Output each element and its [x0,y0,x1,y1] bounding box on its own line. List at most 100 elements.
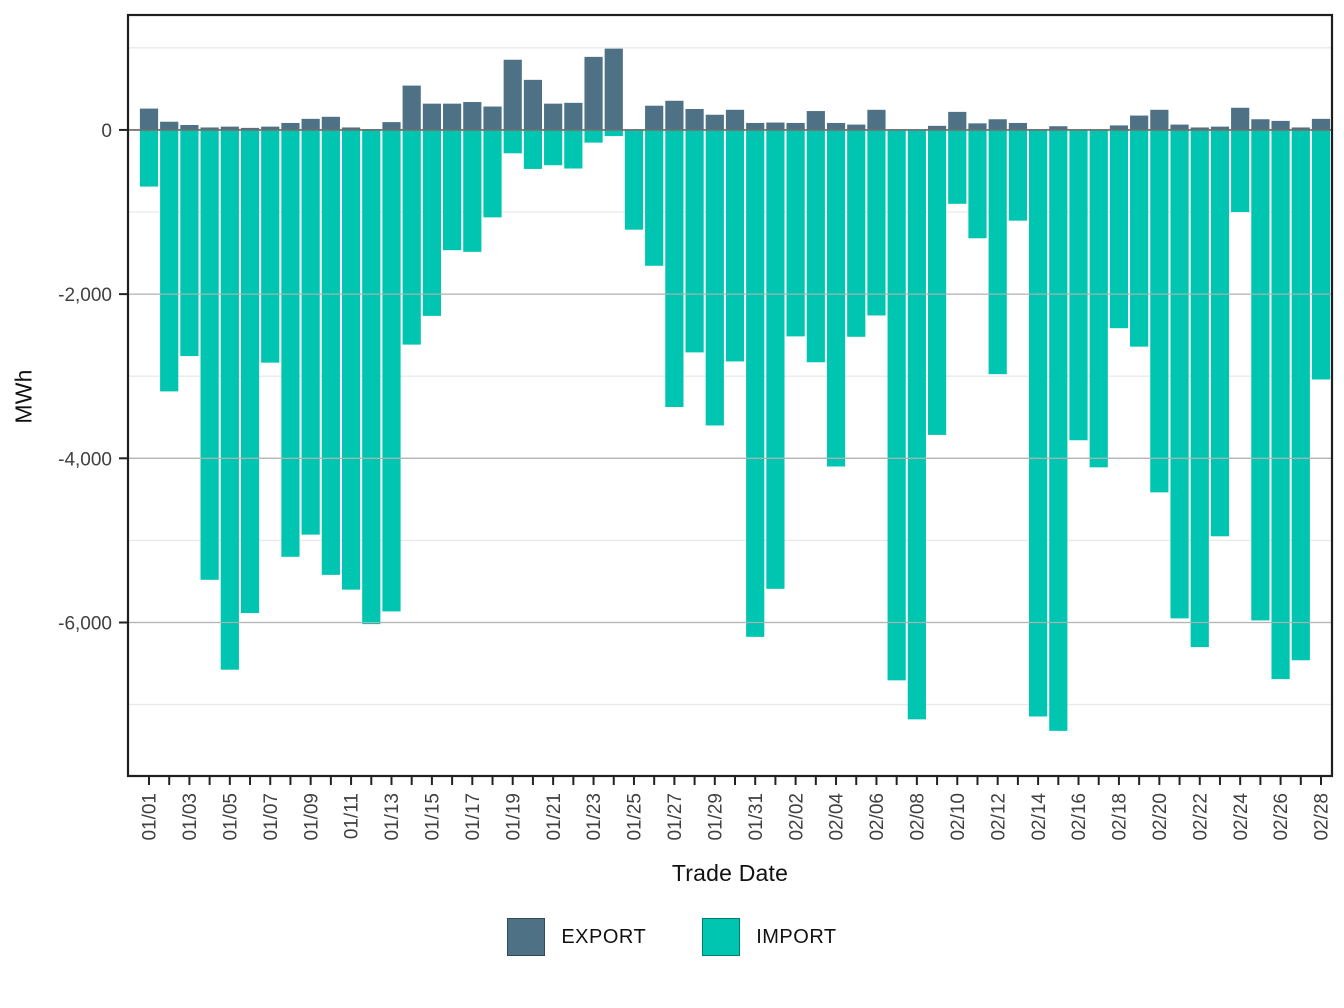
bar-export [604,48,623,130]
bar-import [362,129,381,625]
bar-export [867,109,886,130]
bar-export [806,111,825,130]
bar-export [847,124,866,130]
bar-export [139,108,159,130]
bar-import [1311,129,1331,380]
bar-import [927,129,947,435]
bar-export [766,122,785,130]
x-tick-label: 02/10 [948,793,969,841]
y-tick-label: -6,000 [58,613,112,634]
bar-export [927,125,947,130]
bar-import [220,129,239,670]
bar-import [705,129,724,426]
x-tick-label: 02/20 [1150,793,1171,841]
bar-import [1190,129,1209,648]
bar-export [301,118,320,130]
bar-import [463,129,482,252]
x-tick-label: 02/08 [908,793,929,841]
bar-export [746,122,765,130]
bar-export [1190,127,1209,130]
bar-import [604,129,623,137]
bar-export [584,56,603,130]
bar-export [180,125,199,130]
bar-import [321,129,340,575]
bar-export [1311,118,1331,130]
bar-export [1210,126,1230,130]
bar-import [988,129,1007,375]
bar-export [240,127,260,130]
bar-import [564,129,583,169]
x-tick-label: 01/11 [342,793,363,839]
x-tick-label: 02/16 [1069,793,1090,841]
y-tick-label: -4,000 [58,449,112,470]
bar-import [786,129,805,337]
bar-import [867,129,886,316]
x-tick-label: 01/25 [625,793,646,841]
bar-export [988,119,1007,130]
legend: EXPORT IMPORT [0,918,1344,956]
bar-import [1029,129,1048,717]
x-tick-label: 02/12 [988,793,1009,841]
bar-export [1251,119,1270,130]
bar-export [483,106,502,130]
bar-import [1170,129,1189,619]
bar-import [584,129,603,143]
x-tick-label: 02/24 [1231,793,1252,841]
bar-import [1271,129,1290,680]
bar-export [1008,122,1027,130]
bar-export [786,122,805,130]
y-tick-label: 0 [101,121,112,142]
bar-export [705,114,724,130]
bar-export [1049,126,1068,130]
bar-import [746,129,765,637]
bar-import [806,129,825,363]
x-axis-title: Trade Date [671,860,789,886]
y-tick-label: -2,000 [58,285,112,306]
bar-import [887,129,906,681]
bar-import [847,129,866,337]
bar-export [341,127,361,130]
bar-export [948,111,967,130]
x-tick-label: 01/29 [705,793,726,841]
bar-import [665,129,684,407]
bar-import [766,129,785,589]
x-tick-label: 01/13 [382,793,403,841]
bar-import [968,129,987,239]
bar-import [382,129,401,612]
bar-import [725,129,745,362]
bar-export [200,127,219,130]
bar-export [826,122,846,130]
x-tick-label: 01/07 [261,793,282,841]
legend-item-export: EXPORT [507,918,646,956]
bar-export [1231,107,1250,130]
x-tick-label: 02/22 [1190,793,1211,841]
bar-import [1251,129,1270,621]
x-tick-label: 01/23 [584,793,605,841]
bar-import [402,129,421,345]
y-axis-title: MWh [10,369,37,424]
bar-import [1069,129,1088,441]
bar-export [463,102,482,130]
bar-import [645,129,664,266]
bar-export [1150,109,1169,130]
x-tick-label: 01/27 [665,793,686,841]
x-tick-label: 02/14 [1029,793,1050,841]
bar-import [443,129,462,251]
bar-export [685,108,704,130]
bar-import [281,129,300,557]
bar-export [422,103,441,130]
bar-import [685,129,704,353]
bar-export [402,85,421,130]
bar-export [261,126,280,130]
bar-import [160,129,179,392]
x-tick-label: 02/28 [1312,793,1333,841]
import-swatch [702,918,741,956]
bar-import [341,129,361,590]
x-tick-label: 02/18 [1110,793,1131,841]
bar-export [220,126,239,130]
bar-import [948,129,967,204]
x-tick-label: 01/09 [301,793,322,841]
x-tick-label: 01/15 [423,793,444,841]
